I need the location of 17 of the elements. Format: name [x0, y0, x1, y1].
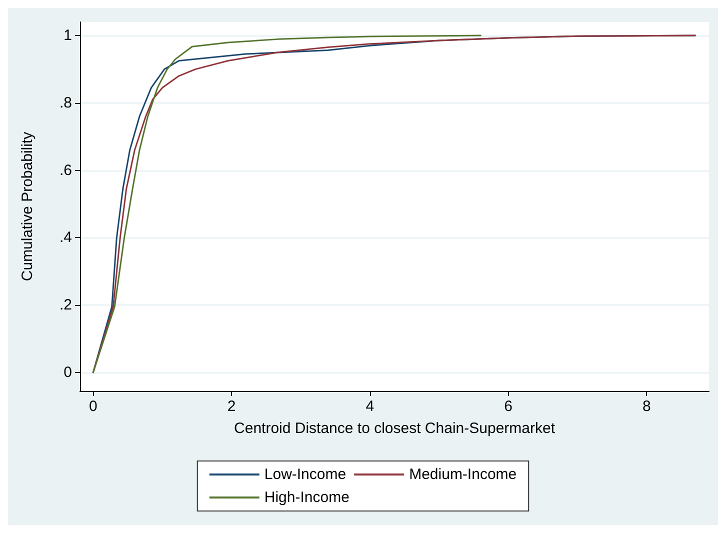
y-axis-title: Cumulative Probability [19, 131, 36, 282]
x-tick-label: 2 [227, 398, 236, 415]
y-tick-label: .8 [59, 94, 72, 112]
x-tick-label: 6 [504, 398, 512, 415]
legend-label: High-Income [264, 489, 350, 506]
legend-label: Medium-Income [409, 466, 517, 483]
x-tick-label: 4 [366, 398, 374, 415]
x-tick-label: 0 [88, 398, 98, 415]
y-tick-label: .2 [59, 296, 72, 314]
y-tick-label: .4 [59, 229, 72, 246]
legend-label: Low-Income [264, 466, 346, 483]
y-tick-label: .6 [59, 162, 72, 179]
y-tick-label: 0 [64, 364, 72, 381]
x-tick-label: 8 [642, 398, 651, 415]
y-tick-label: 1 [64, 26, 72, 44]
line-series [92, 34, 482, 374]
x-axis-title: Centroid Distance to closest Chain-Supermarket [234, 420, 556, 437]
